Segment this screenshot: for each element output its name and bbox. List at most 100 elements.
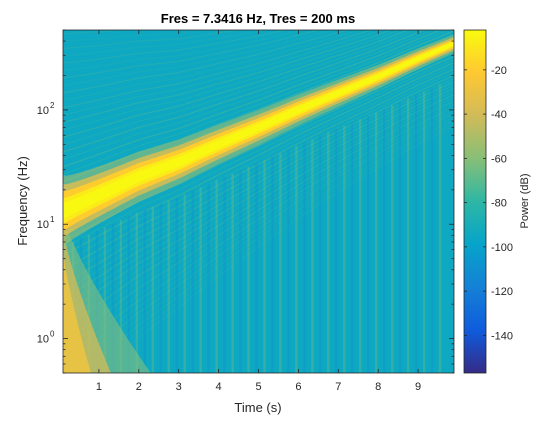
colorbar-tick-label: -100 (491, 242, 513, 254)
colorbar-tick-label: -40 (491, 109, 507, 121)
streak (111, 223, 115, 373)
fringe-line (63, 30, 374, 109)
y-tick-label: 10 (37, 219, 49, 231)
fringe-line (63, 97, 454, 338)
fringe-line (63, 81, 454, 301)
streak (119, 220, 123, 373)
x-tick-label: 9 (415, 381, 421, 393)
chirp-ridge (63, 34, 454, 248)
streak (143, 209, 146, 373)
colorbar-ticks: -20 -40 -60 -80 -100 -120 -140 (464, 65, 513, 342)
streak (135, 212, 138, 373)
streak (351, 122, 354, 373)
low-frequency-energy (63, 215, 151, 373)
fringe-line (63, 30, 322, 79)
colorbar-label: Power (dB) (519, 173, 531, 228)
streak (406, 98, 410, 373)
fringe-line (63, 75, 454, 286)
fringe-line (63, 30, 243, 50)
x-tick-label: 4 (216, 381, 222, 393)
x-axis-label: Time (s) (234, 400, 281, 415)
fringe-line (80, 119, 454, 373)
fringe-line (63, 87, 454, 316)
colorbar-tick-label: -120 (491, 286, 513, 298)
streak (295, 145, 298, 373)
y-tick-exponent: 0 (50, 330, 55, 339)
y-axis-label: Frequency (Hz) (15, 156, 30, 246)
streak (391, 105, 394, 373)
plot-area (63, 30, 454, 373)
fringe-line (63, 30, 362, 101)
streak (183, 194, 186, 373)
streak (175, 197, 178, 373)
colorbar-tick-label: -140 (491, 330, 513, 342)
y-tick-label: 10 (37, 334, 49, 346)
colorbar-frame (463, 29, 487, 374)
streak (151, 206, 154, 373)
fringe-line (63, 100, 454, 345)
streak (335, 129, 338, 373)
colorbar-tick-label: -20 (491, 65, 507, 77)
x-tick-label: 8 (375, 381, 381, 393)
streak (287, 149, 290, 373)
streak (319, 135, 322, 373)
streak (398, 101, 402, 373)
fringe-line (63, 30, 305, 72)
fringe-line (63, 103, 454, 353)
x-tick-label: 1 (96, 381, 102, 393)
streak (367, 115, 370, 373)
streak (271, 156, 274, 373)
colorbar: -20 -40 -60 -80 -100 -120 -140 Power (dB) (463, 29, 531, 374)
fringe-line (63, 30, 336, 87)
fringe-line (63, 84, 454, 308)
time-streaks (63, 84, 442, 373)
fringe-line (63, 30, 435, 161)
streak (231, 173, 234, 373)
fringe-line (63, 65, 454, 264)
streak (359, 119, 362, 373)
fringe-line (63, 30, 410, 138)
fringe-line (72, 116, 454, 373)
streak (311, 139, 314, 373)
streak (127, 216, 130, 373)
streak (383, 109, 386, 373)
y-tick-exponent: 2 (50, 101, 55, 110)
low-frequency-region (63, 249, 91, 373)
x-tick-label: 7 (335, 381, 341, 393)
streak (239, 170, 242, 373)
streak (199, 187, 202, 373)
fringe-line (63, 91, 454, 323)
fringe-line (63, 30, 288, 64)
streak (422, 91, 426, 373)
fringe-line (63, 110, 454, 368)
x-tick-label: 2 (136, 381, 142, 393)
fringe-line (63, 30, 350, 94)
streak (103, 227, 107, 373)
colorbar-tick-label: -60 (491, 153, 507, 165)
streak (159, 203, 162, 373)
fringe-line (63, 62, 454, 257)
streak (279, 152, 282, 373)
streak (223, 176, 226, 373)
fringe-line (63, 107, 454, 360)
streak (263, 160, 266, 373)
streak (167, 200, 170, 373)
streak (327, 132, 330, 373)
x-axis: 1 2 3 4 5 6 7 8 9 (96, 30, 421, 393)
streak (375, 112, 378, 373)
fringe-line (63, 30, 402, 131)
streak (438, 84, 442, 373)
fringe-line (63, 78, 454, 294)
fringe-line (63, 30, 450, 175)
streak (191, 190, 194, 373)
fringe-line (63, 30, 418, 146)
y-tick-label: 10 (37, 105, 49, 117)
streak (303, 142, 306, 373)
fringe-line (63, 113, 454, 373)
streak (255, 163, 258, 373)
fringe-line (63, 30, 393, 124)
fringe-line (63, 59, 454, 249)
